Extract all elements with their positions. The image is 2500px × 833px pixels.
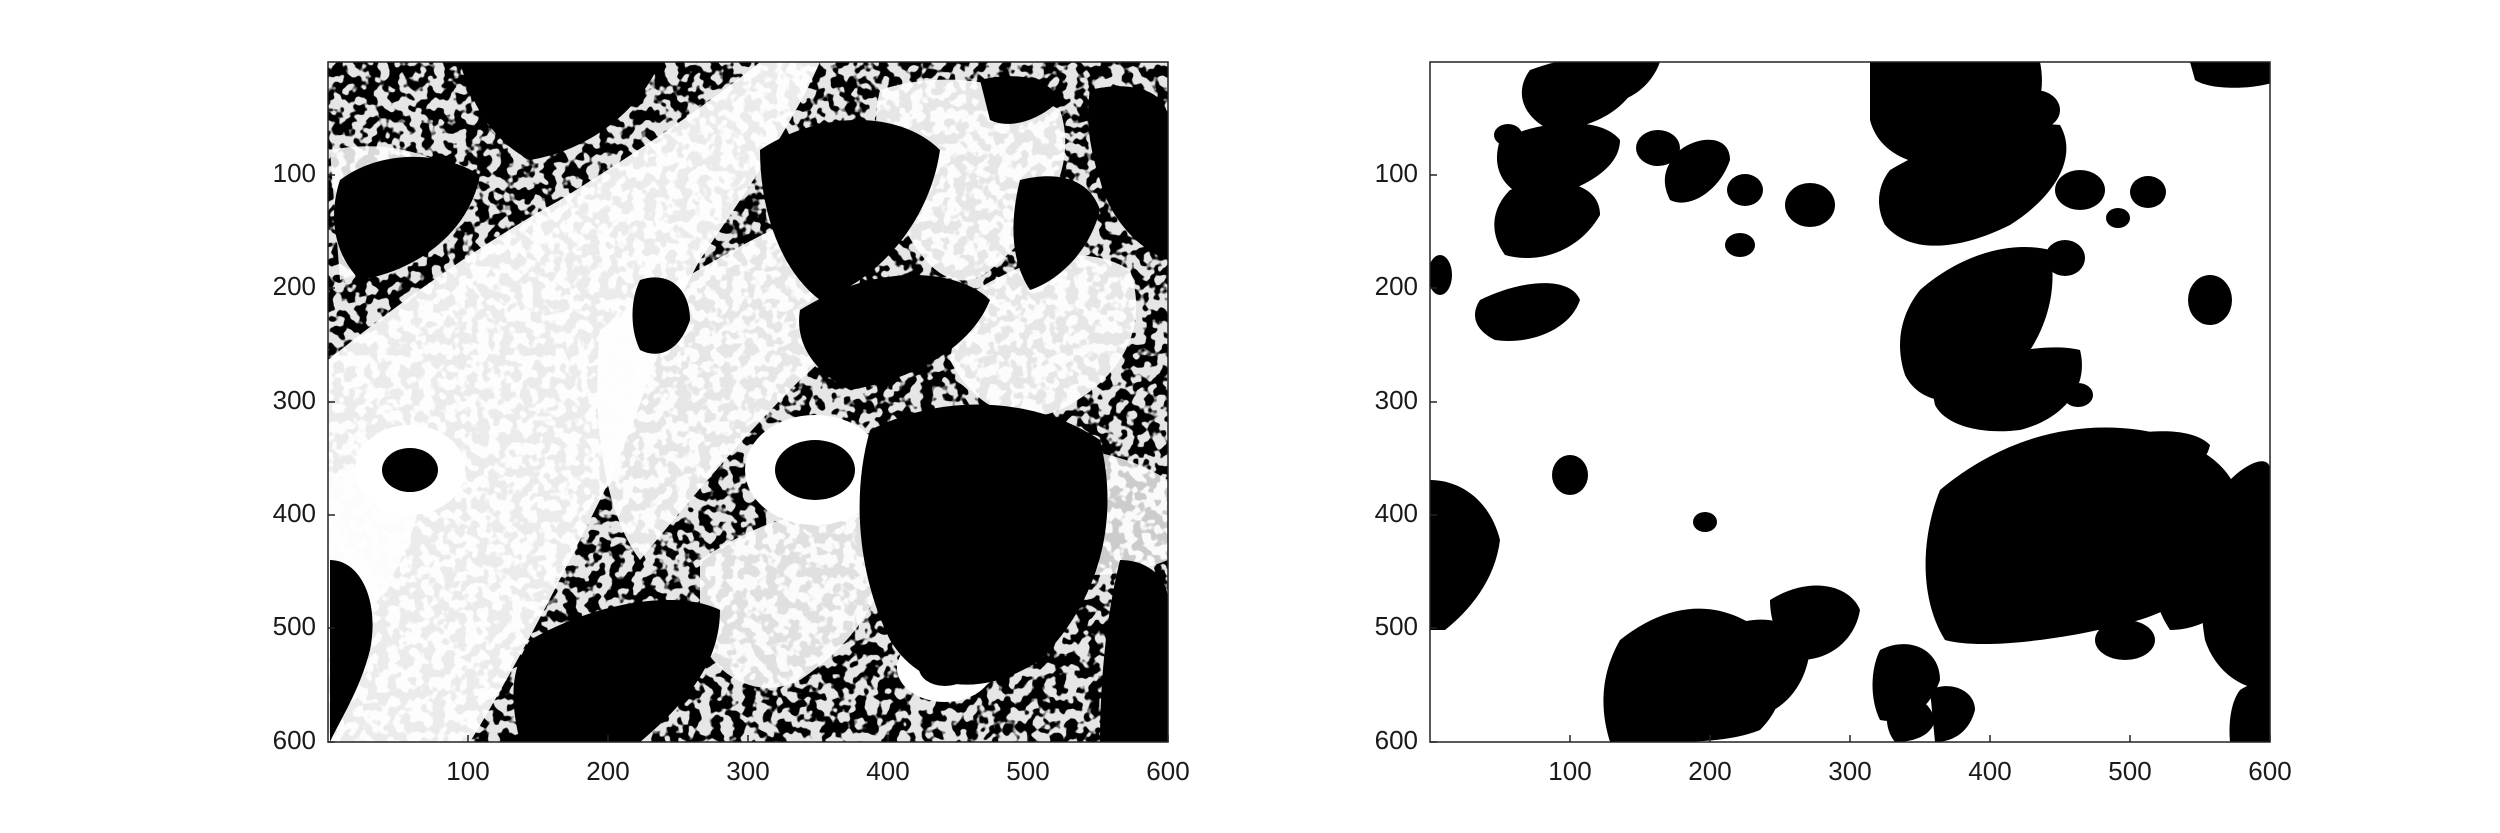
left-y-tick-200: 200 <box>273 271 316 301</box>
right-x-tick-200: 200 <box>1688 756 1731 786</box>
left-y-tick-500: 500 <box>273 611 316 641</box>
right-x-tick-100: 100 <box>1548 756 1591 786</box>
left-x-tick-500: 500 <box>1006 756 1049 786</box>
left-y-tick-400: 400 <box>273 498 316 528</box>
right-y-tick-600: 600 <box>1375 725 1418 755</box>
right-binary-mask <box>1430 62 2270 742</box>
left-y-tick-100: 100 <box>273 158 316 188</box>
right-x-tick-600: 600 <box>2248 756 2291 786</box>
right-x-tick-400: 400 <box>1968 756 2011 786</box>
left-binary-image <box>328 62 1168 742</box>
right-image-panel: 100 200 300 400 500 600 100 200 300 400 … <box>1375 61 2292 786</box>
right-y-tick-100: 100 <box>1375 158 1418 188</box>
left-image-panel: 100 200 300 400 500 600 100 200 300 400 … <box>273 61 1190 786</box>
right-x-tick-500: 500 <box>2108 756 2151 786</box>
right-y-tick-400: 400 <box>1375 498 1418 528</box>
left-x-tick-100: 100 <box>446 756 489 786</box>
left-x-tick-200: 200 <box>586 756 629 786</box>
right-y-tick-300: 300 <box>1375 385 1418 415</box>
left-x-tick-300: 300 <box>726 756 769 786</box>
left-x-tick-600: 600 <box>1146 756 1189 786</box>
right-y-tick-500: 500 <box>1375 611 1418 641</box>
left-y-tick-300: 300 <box>273 385 316 415</box>
left-x-tick-400: 400 <box>866 756 909 786</box>
right-y-tick-200: 200 <box>1375 271 1418 301</box>
right-x-tick-300: 300 <box>1828 756 1871 786</box>
left-y-tick-600: 600 <box>273 725 316 755</box>
